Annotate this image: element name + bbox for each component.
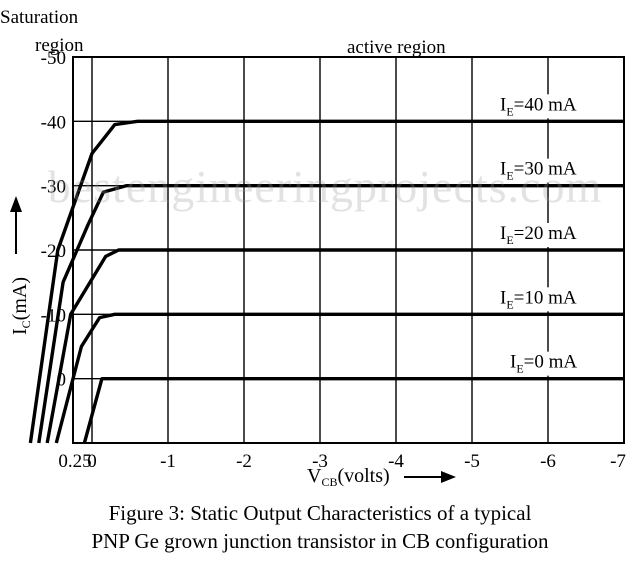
x-tick-label: -4 [388, 451, 404, 472]
figure-caption: Figure 3: Static Output Characteristics … [0, 499, 640, 556]
x-tick-labels: 0.250 -1 -2 -3 -4 -5 -6 -7 [58, 451, 626, 472]
x-axis-label-main: V [307, 465, 322, 487]
series-line-ie-2 [45, 248, 624, 444]
y-axis-title: IC(mA) [9, 277, 33, 335]
x-axis-arrow [404, 471, 456, 483]
series-line-ie-4 [82, 377, 624, 444]
y-tick-label: -10 [41, 305, 66, 326]
active-region-label: active region [347, 37, 446, 58]
y-tick-label: -50 [41, 48, 66, 69]
series-label-bg [498, 158, 579, 183]
series-label-bg [498, 94, 579, 119]
y-axis-arrow [10, 196, 22, 254]
x-tick-label: -2 [236, 451, 252, 472]
series-line-ie-1 [37, 184, 624, 444]
x-tick-label: -7 [610, 451, 626, 472]
x-tick-label: -3 [312, 451, 328, 472]
series-label-bg [508, 351, 580, 376]
x-tick-label: -1 [160, 451, 176, 472]
caption-line-1: Figure 3: Static Output Characteristics … [108, 501, 532, 525]
series-line-ie-3 [54, 312, 624, 444]
series-label-ie-4: IE=0 mA [510, 352, 577, 376]
x-axis-label-sub: CB [321, 475, 337, 489]
svg-text:IC(mA): IC(mA) [9, 277, 33, 335]
series-label-ie-2: IE=20 mA [500, 223, 577, 247]
x-axis-title: VCB(volts) [307, 465, 390, 489]
svg-text:VCB(volts): VCB(volts) [307, 465, 390, 489]
saturation-region-label: Saturation [0, 7, 79, 28]
series-label-ie-1: IE=30 mA [500, 159, 577, 183]
series-label-ie-3: IE=10 mA [500, 287, 577, 311]
watermark-text: bestengineeringprojects.com [48, 161, 603, 212]
y-tick-label: -30 [41, 177, 66, 198]
y-axis-label-unit: (mA) [9, 277, 31, 320]
y-tick-label: -40 [41, 112, 66, 133]
x-tick-label: -6 [540, 451, 556, 472]
x-axis-label-unit: (volts) [337, 465, 389, 487]
series-label-bg [498, 287, 579, 312]
y-axis-label-main: I [9, 328, 31, 335]
x-tick-label: -5 [464, 451, 480, 472]
caption-line-2: PNP Ge grown junction transistor in CB c… [91, 529, 549, 554]
y-tick-label: 0 [57, 370, 67, 391]
y-tick-label: -20 [41, 241, 66, 262]
series-labels: IE=40 mA IE=30 mA IE=20 mA IE=10 mA IE=0 mA [498, 94, 580, 376]
chart-curves [28, 119, 624, 444]
y-axis-label-sub: C [19, 320, 33, 328]
series-line-ie-0 [28, 119, 624, 444]
saturation-region-label-line2: region [35, 35, 84, 56]
series-label-bg [498, 223, 579, 247]
y-tick-labels: -50 -40 -30 -20 -10 0 [41, 48, 66, 391]
series-label-ie-0: IE=40 mA [500, 94, 577, 118]
x-tick-label: 0 [87, 451, 97, 472]
x-tick-label: 0.25 [58, 451, 91, 472]
